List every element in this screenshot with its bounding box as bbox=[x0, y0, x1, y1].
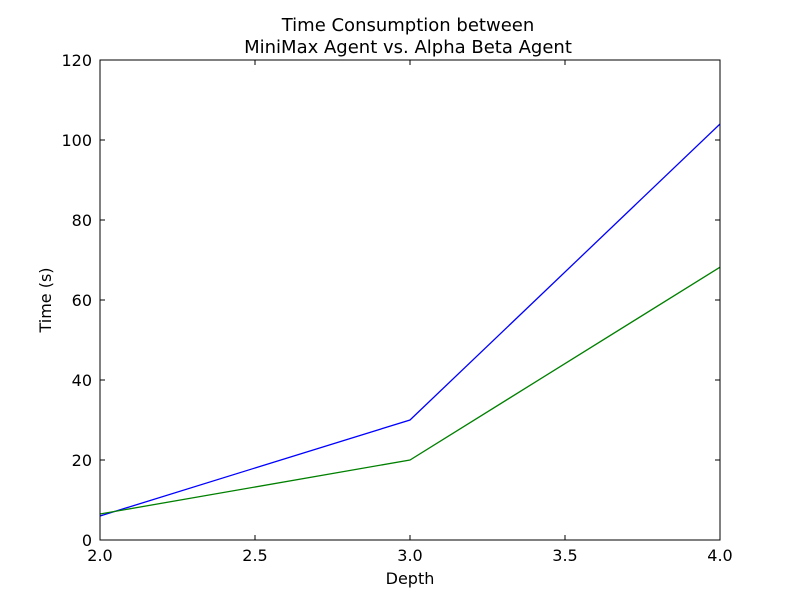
x-tick-label: 3.0 bbox=[397, 546, 422, 565]
series-layer bbox=[99, 123, 721, 517]
y-tick-label: 0 bbox=[82, 531, 92, 550]
ticks-layer: 2.0 2.5 3.0 3.5 4.0 0 20 40 60 80 100 120 bbox=[61, 51, 732, 565]
chart-title-line-1: Time Consumption between bbox=[281, 15, 535, 36]
chart-title-line-2: MiniMax Agent vs. Alpha Beta Agent bbox=[244, 37, 572, 58]
y-tick-label: 80 bbox=[72, 211, 92, 230]
x-tick-label: 3.5 bbox=[552, 546, 577, 565]
y-tick-label: 20 bbox=[72, 451, 92, 470]
y-tick-label: 60 bbox=[72, 291, 92, 310]
y-axis-label: Time (s) bbox=[36, 267, 55, 333]
x-tick-label: 4.0 bbox=[707, 546, 732, 565]
series-line-1 bbox=[99, 123, 721, 517]
x-axis-label: Depth bbox=[386, 569, 435, 588]
y-tick-label: 100 bbox=[61, 131, 92, 150]
y-tick-label: 40 bbox=[72, 371, 92, 390]
series-line-2 bbox=[99, 266, 721, 515]
y-tick-label: 120 bbox=[61, 51, 92, 70]
x-tick-label: 2.0 bbox=[87, 546, 112, 565]
plot-frame bbox=[99, 59, 721, 541]
x-tick-label: 2.5 bbox=[242, 546, 267, 565]
